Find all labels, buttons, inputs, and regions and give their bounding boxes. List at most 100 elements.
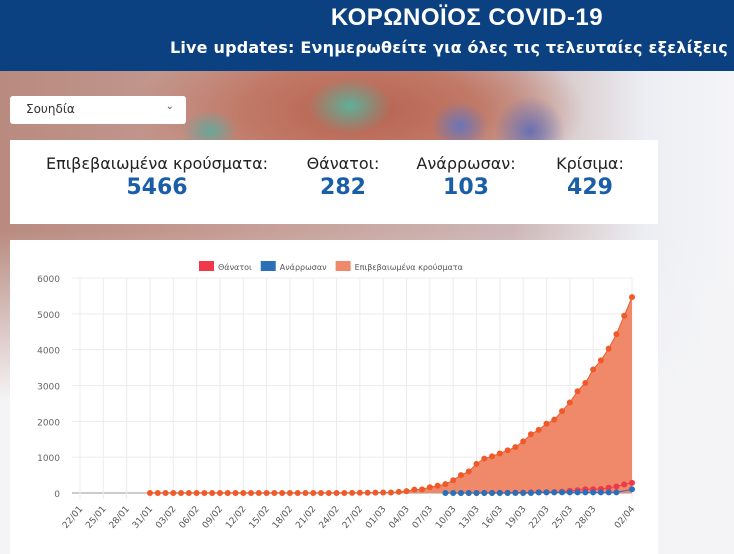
confirmed-point	[279, 489, 286, 496]
header: ΚΟΡΩΝΟΪΟΣ COVID-19 Live updates: Ενημερω…	[0, 0, 734, 71]
confirmed-point	[566, 399, 573, 406]
confirmed-point	[380, 489, 387, 496]
deaths-point	[629, 479, 635, 486]
recovered-point	[481, 489, 488, 496]
recovered-point	[559, 489, 566, 496]
confirmed-point	[574, 388, 581, 395]
cases-chart: 0 1000 2000 3000 4000 5000 6000 22/0125/0128/01…	[37, 261, 637, 531]
legend-swatch	[199, 261, 214, 271]
x-tick-label: 27/02	[341, 505, 365, 531]
recovered-point	[543, 489, 550, 496]
stat-label: Ανάρρωσαν:	[416, 154, 516, 173]
stat-label: Επιβεβαιωμένα κρούσματα:	[45, 154, 269, 173]
confirmed-point	[442, 481, 449, 488]
confirmed-point	[310, 489, 317, 496]
confirmed-point	[372, 489, 379, 496]
confirmed-point	[395, 488, 402, 495]
page-title: ΚΟΡΩΝΟΪΟΣ COVID-19	[330, 4, 604, 31]
x-tick-label: 19/03	[504, 505, 528, 531]
recovered-point	[597, 489, 604, 496]
confirmed-point	[597, 357, 604, 364]
chart-card: 0 1000 2000 3000 4000 5000 6000 22/01 25/01 28/01…	[10, 240, 658, 554]
y-tick-label: 6000	[37, 275, 60, 285]
stats-card: Επιβεβαιωμένα κρούσματα: 5466 Θάνατοι: 2…	[10, 140, 658, 224]
y-tick-label: 2000	[37, 418, 60, 428]
confirmed-point	[629, 294, 635, 301]
confirmed-area	[149, 297, 632, 493]
page-subtitle: Live updates: Ενημερωθείτε για όλες τις …	[169, 38, 728, 57]
legend-label: Ανάρρωσαν	[280, 263, 327, 272]
recovered-point	[527, 489, 534, 496]
confirmed-point	[154, 489, 161, 496]
stat-confirmed: Επιβεβαιωμένα κρούσματα: 5466	[46, 154, 268, 200]
confirmed-point	[325, 489, 332, 496]
recovered-point	[496, 489, 503, 496]
recovered-point	[465, 489, 472, 496]
legend-label: Θάνατοι	[218, 263, 252, 272]
recovered-point	[613, 489, 620, 496]
confirmed-point	[209, 489, 216, 496]
stat-label: Κρίσιμα:	[556, 154, 624, 173]
recovered-point	[450, 489, 457, 496]
recovered-point	[574, 489, 581, 496]
x-tick-label: 25/03	[551, 505, 575, 531]
country-select-value: Σουηδία	[26, 102, 75, 116]
confirmed-point	[512, 444, 519, 451]
x-tick-label: 28/01	[108, 505, 132, 531]
confirmed-point	[224, 489, 231, 496]
confirmed-point	[318, 489, 325, 496]
confirmed-point	[582, 380, 589, 387]
x-tick-label: 31/01	[131, 505, 155, 531]
confirmed-point	[457, 472, 464, 479]
recovered-point	[566, 489, 573, 496]
confirmed-point	[520, 438, 527, 445]
x-tick-label: 03/02	[154, 505, 178, 531]
x-tick-label: 22/03	[527, 505, 551, 531]
x-tick-label: 09/02	[201, 505, 225, 531]
recovered-point	[629, 486, 635, 493]
confirmed-point	[551, 416, 558, 423]
confirmed-point	[613, 331, 620, 338]
confirmed-point	[411, 486, 418, 493]
confirmed-point	[419, 486, 426, 493]
confirmed-point	[333, 489, 340, 496]
confirmed-point	[294, 489, 301, 496]
confirmed-point	[543, 420, 550, 427]
recovered-point	[504, 489, 511, 496]
x-tick-label: 28/03	[574, 505, 598, 531]
confirmed-point	[232, 489, 239, 496]
confirmed-point	[201, 489, 208, 496]
confirmed-point	[286, 489, 293, 496]
confirmed-point	[473, 460, 480, 467]
confirmed-point	[489, 453, 496, 460]
confirmed-point	[162, 489, 169, 496]
x-tick-label: 25/01	[84, 505, 108, 531]
confirmed-point	[185, 489, 192, 496]
x-tick-label: 15/02	[248, 505, 272, 531]
x-tick-label: 04/03	[388, 505, 412, 531]
legend-swatch	[335, 261, 351, 271]
confirmed-point	[465, 468, 472, 475]
confirmed-point	[481, 455, 488, 462]
recovered-point	[535, 489, 542, 496]
stat-deaths: Θάνατοι: 282	[307, 154, 380, 200]
confirmed-point	[146, 489, 153, 496]
confirmed-point	[341, 489, 348, 496]
x-tick-label: 07/03	[411, 505, 435, 531]
deaths-point	[605, 484, 612, 491]
confirmed-point	[349, 489, 356, 496]
confirmed-point	[535, 426, 542, 433]
x-tick-label: 01/03	[364, 505, 388, 531]
x-tick-label: 10/03	[434, 505, 458, 531]
recovered-point	[590, 489, 597, 496]
y-tick-label: 0	[54, 490, 60, 500]
deaths-point	[613, 483, 620, 490]
confirmed-point	[496, 450, 503, 457]
confirmed-point	[248, 489, 255, 496]
confirmed-point	[590, 366, 597, 373]
confirmed-point	[216, 489, 223, 496]
country-select[interactable]: Σουηδία ⌄	[10, 96, 186, 124]
confirmed-point	[263, 489, 270, 496]
x-tick-label: 24/02	[318, 505, 342, 531]
confirmed-point	[356, 489, 363, 496]
